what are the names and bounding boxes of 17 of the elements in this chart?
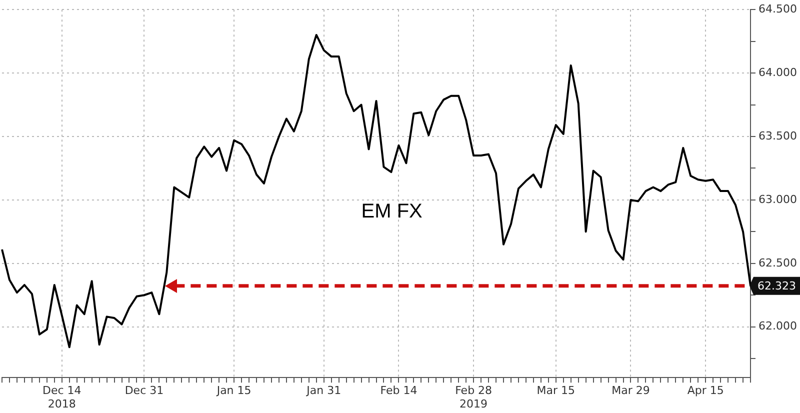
y-tick-label: 62.500 [758,256,798,270]
y-tick-label: 63.000 [758,192,798,206]
x-tick-label: Jan 31 [306,384,342,398]
x-tick-label: Apr 15 [687,384,724,398]
series-label: EM FX [361,200,422,223]
x-tick-label: Jan 15 [216,384,252,398]
x-tick-label: Mar 15 [536,384,576,398]
x-tick-label: Feb 28 2019 [455,384,492,410]
y-tick-label: 62.000 [758,320,798,333]
y-tick-label: 64.500 [758,2,798,16]
x-tick-label: Dec 31 [124,384,164,398]
ref-line-label: 62.323 [758,280,796,293]
x-tick-label: Mar 29 [612,384,650,398]
x-tick-label: Dec 14 2018 [42,384,82,410]
x-tick-label: Feb 14 [380,384,418,398]
y-tick-label: 64.000 [758,66,798,79]
y-tick-label: 63.500 [758,129,798,142]
